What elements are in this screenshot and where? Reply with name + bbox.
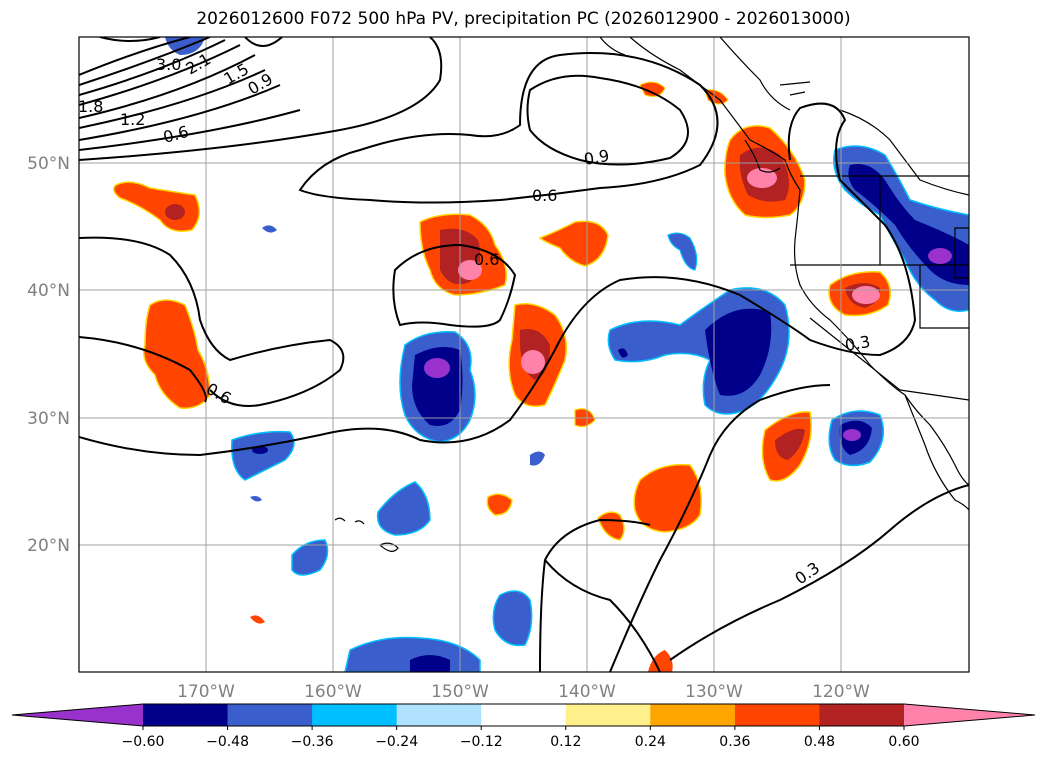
colorbar-extend-min (12, 704, 143, 726)
colorbar-tick-label: 0.24 (635, 734, 666, 750)
colorbar-segment (312, 704, 398, 726)
svg-text:0.6: 0.6 (532, 186, 557, 205)
colorbar-extend-max (904, 704, 1035, 726)
colorbar-segment (734, 704, 820, 726)
colorbar-segment (143, 704, 229, 726)
colorbar-segment (650, 704, 736, 726)
svg-text:3.0: 3.0 (156, 55, 181, 74)
colorbar-segment (819, 704, 905, 726)
colorbar-tick-label: 0.60 (888, 734, 919, 750)
lon-label-130w: 130°W (685, 682, 743, 702)
colorbar-tick-label: 0.12 (550, 734, 581, 750)
colorbar-tick-label: −0.36 (291, 734, 334, 750)
figure-title: 2026012600 F072 500 hPa PV, precipitatio… (196, 9, 851, 29)
longitude-labels: 170°W 160°W 150°W 140°W 130°W 120°W (177, 682, 870, 702)
colorbar-segment (565, 704, 651, 726)
colorbar-tick-label: −0.24 (375, 734, 418, 750)
colorbar-segment (227, 704, 313, 726)
colorbar: −0.60 −0.48 −0.36 −0.24 −0.12 0.12 0.24 0.36 0.4… (11, 703, 1036, 750)
colorbar-segment (481, 704, 567, 726)
lon-label-150w: 150°W (431, 682, 489, 702)
colorbar-tick-label: −0.60 (122, 734, 165, 750)
svg-text:0.6: 0.6 (474, 250, 499, 269)
lon-label-140w: 140°W (558, 682, 616, 702)
lon-label-120w: 120°W (812, 682, 870, 702)
lon-label-160w: 160°W (304, 682, 362, 702)
colorbar-tick-label: −0.48 (206, 734, 249, 750)
graticule (79, 37, 969, 672)
colorbar-tick-label: 0.36 (719, 734, 750, 750)
svg-text:0.3: 0.3 (843, 332, 871, 355)
lat-label-40n: 40°N (27, 281, 70, 301)
lat-label-20n: 20°N (27, 536, 70, 556)
colorbar-tick-label: 0.48 (804, 734, 835, 750)
political-borders (790, 175, 969, 401)
colorbar-tick-label: −0.12 (460, 734, 503, 750)
lat-label-30n: 30°N (27, 409, 70, 429)
lat-label-50n: 50°N (27, 154, 70, 174)
latitude-labels: 50°N 40°N 30°N 20°N (27, 154, 70, 556)
map-frame (78, 36, 970, 673)
svg-text:1.2: 1.2 (120, 110, 145, 129)
coastlines (334, 37, 969, 552)
svg-text:0.9: 0.9 (582, 146, 610, 169)
svg-text:1.8: 1.8 (78, 97, 103, 116)
lon-label-170w: 170°W (177, 682, 235, 702)
pv-contours (79, 37, 969, 672)
precip-anomaly-fill (113, 37, 969, 672)
colorbar-segment (396, 704, 482, 726)
